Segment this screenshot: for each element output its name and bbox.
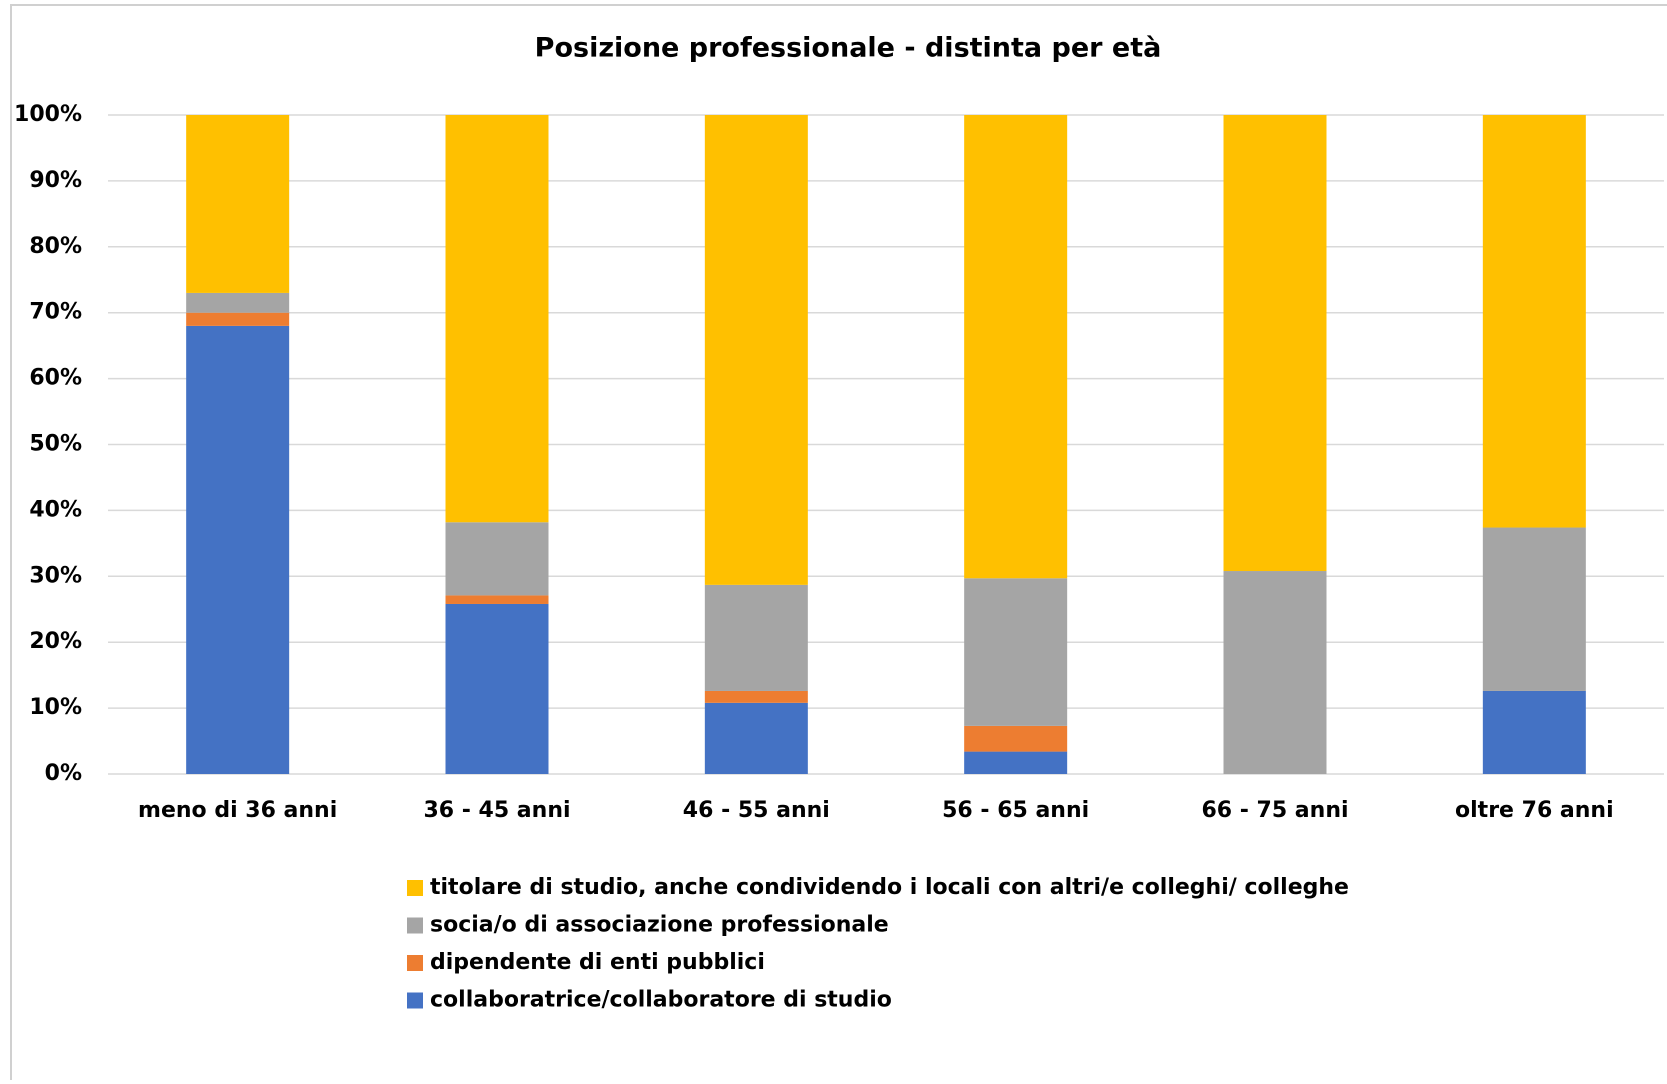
y-tick-label: 100% — [14, 102, 82, 127]
bar-segment — [445, 522, 549, 596]
y-tick-label: 10% — [29, 695, 82, 720]
bar-segment — [186, 325, 290, 774]
legend-label: socia/o di associazione professionale — [430, 913, 889, 938]
legend-swatch — [407, 992, 423, 1009]
y-tick-label: 50% — [29, 432, 82, 457]
y-tick-label: 20% — [29, 629, 82, 654]
legend-swatch — [407, 955, 423, 971]
bar-segment — [186, 115, 290, 293]
legend-label: titolare di studio, anche condividendo i… — [430, 875, 1349, 900]
bar-segment — [186, 292, 290, 313]
bar-segment — [1482, 690, 1586, 774]
legend-swatch — [407, 917, 423, 934]
bar-segment — [964, 578, 1068, 726]
y-tick-label: 80% — [29, 234, 82, 259]
y-tick-label: 70% — [29, 300, 82, 325]
x-tick-label: 46 - 55 anni — [683, 798, 830, 823]
legend-label: dipendente di enti pubblici — [430, 950, 765, 975]
x-tick-label: oltre 76 anni — [1455, 798, 1614, 823]
bar-segment — [445, 595, 549, 604]
bar-segment — [1223, 115, 1327, 572]
bar-segment — [964, 725, 1068, 752]
bar-segment — [964, 115, 1068, 579]
bar-segment — [704, 115, 808, 585]
x-tick-label: meno di 36 anni — [138, 798, 337, 823]
x-tick-label: 56 - 65 anni — [942, 798, 1089, 823]
y-tick-label: 60% — [29, 366, 82, 391]
bar-segment — [964, 751, 1068, 774]
legend-label: collaboratrice/collaboratore di studio — [430, 988, 892, 1013]
legend-swatch — [407, 880, 423, 896]
bar-segment — [704, 584, 808, 691]
y-tick-label: 0% — [45, 761, 82, 786]
bar-segment — [186, 312, 290, 326]
bar-segment — [1482, 527, 1586, 691]
chart-title: Posizione professionale - distinta per e… — [535, 33, 1162, 64]
bar-segment — [704, 702, 808, 774]
y-tick-label: 40% — [29, 497, 82, 522]
bar-segment — [1482, 115, 1586, 528]
y-tick-label: 90% — [29, 168, 82, 193]
bar-segment — [445, 603, 549, 774]
x-tick-label: 66 - 75 anni — [1201, 798, 1348, 823]
x-tick-label: 36 - 45 anni — [423, 798, 570, 823]
bar-segment — [704, 690, 808, 703]
bar-segment — [1223, 571, 1327, 774]
bar-segment — [445, 115, 549, 523]
y-tick-label: 30% — [29, 563, 82, 588]
